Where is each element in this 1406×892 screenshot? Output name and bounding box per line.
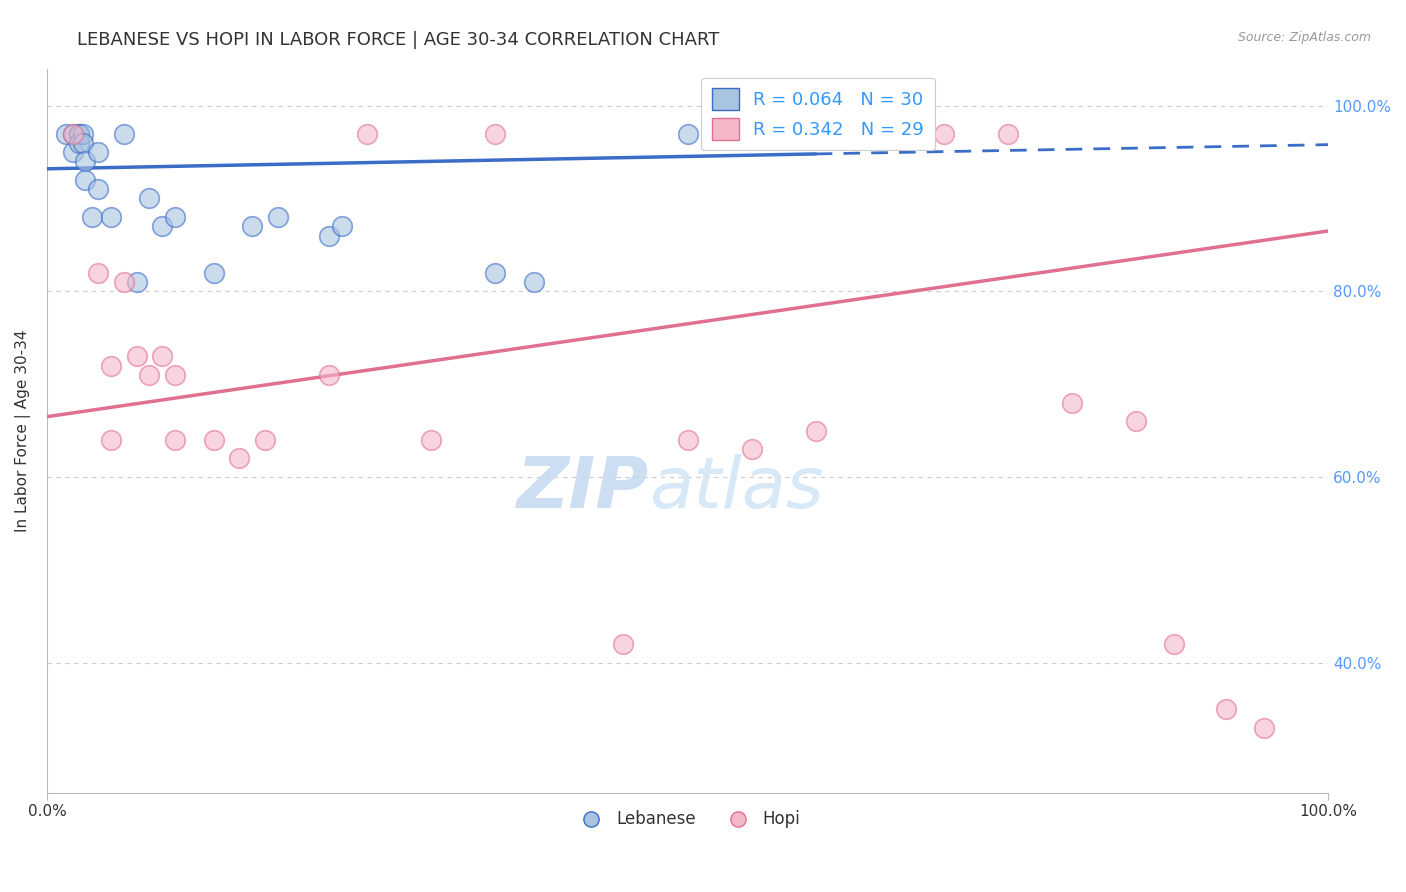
Point	[165, 210, 187, 224]
Point	[100, 359, 122, 373]
Point	[202, 433, 225, 447]
Point	[1125, 414, 1147, 428]
Point	[112, 127, 135, 141]
Point	[202, 266, 225, 280]
Point	[125, 275, 148, 289]
Y-axis label: In Labor Force | Age 30-34: In Labor Force | Age 30-34	[15, 329, 31, 532]
Text: LEBANESE VS HOPI IN LABOR FORCE | AGE 30-34 CORRELATION CHART: LEBANESE VS HOPI IN LABOR FORCE | AGE 30…	[77, 31, 720, 49]
Point	[228, 451, 250, 466]
Point	[75, 154, 97, 169]
Point	[1163, 637, 1185, 651]
Point	[165, 433, 187, 447]
Text: ZIP: ZIP	[517, 454, 650, 523]
Point	[62, 127, 84, 141]
Point	[804, 127, 827, 141]
Point	[138, 368, 160, 382]
Point	[62, 145, 84, 159]
Point	[420, 433, 443, 447]
Point	[72, 136, 94, 150]
Point	[62, 127, 84, 141]
Point	[55, 127, 77, 141]
Point	[67, 127, 90, 141]
Legend: Lebanese, Hopi: Lebanese, Hopi	[568, 804, 807, 835]
Point	[75, 173, 97, 187]
Point	[330, 219, 353, 234]
Point	[125, 349, 148, 363]
Point	[266, 210, 288, 224]
Point	[100, 433, 122, 447]
Point	[87, 266, 110, 280]
Point	[612, 637, 634, 651]
Point	[72, 127, 94, 141]
Point	[356, 127, 378, 141]
Point	[318, 368, 340, 382]
Point	[150, 219, 173, 234]
Point	[67, 136, 90, 150]
Point	[318, 228, 340, 243]
Point	[1215, 702, 1237, 716]
Text: Source: ZipAtlas.com: Source: ZipAtlas.com	[1237, 31, 1371, 45]
Point	[484, 127, 506, 141]
Point	[138, 192, 160, 206]
Point	[1060, 395, 1083, 409]
Point	[676, 127, 699, 141]
Point	[112, 275, 135, 289]
Point	[240, 219, 263, 234]
Point	[702, 127, 724, 141]
Text: atlas: atlas	[650, 454, 824, 523]
Point	[804, 424, 827, 438]
Point	[484, 266, 506, 280]
Point	[741, 442, 763, 457]
Point	[87, 182, 110, 196]
Point	[67, 127, 90, 141]
Point	[165, 368, 187, 382]
Point	[253, 433, 276, 447]
Point	[80, 210, 103, 224]
Point	[830, 127, 852, 141]
Point	[741, 127, 763, 141]
Point	[523, 275, 546, 289]
Point	[997, 127, 1019, 141]
Point	[932, 127, 955, 141]
Point	[100, 210, 122, 224]
Point	[676, 433, 699, 447]
Point	[150, 349, 173, 363]
Point	[87, 145, 110, 159]
Point	[1253, 721, 1275, 735]
